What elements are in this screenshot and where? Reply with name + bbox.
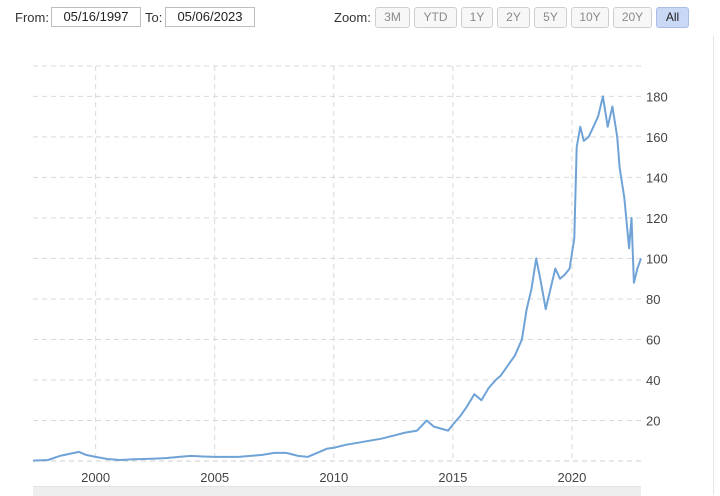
zoom-3m-button[interactable]: 3M <box>375 7 410 28</box>
to-date-input[interactable]: 05/06/2023 <box>165 7 255 27</box>
zoom-10y-button[interactable]: 10Y <box>571 7 609 28</box>
x-tick-label: 2020 <box>557 470 586 485</box>
x-tick-label: 2000 <box>81 470 110 485</box>
zoom-1y-button[interactable]: 1Y <box>461 7 493 28</box>
y-tick-label: 140 <box>646 170 668 185</box>
zoom-2y-button[interactable]: 2Y <box>497 7 530 28</box>
navigator-scrollbar[interactable] <box>33 486 641 496</box>
zoom-label: Zoom: <box>334 10 371 25</box>
y-tick-label: 60 <box>646 332 660 347</box>
zoom-all-button[interactable]: All <box>656 7 689 28</box>
y-tick-label: 40 <box>646 373 660 388</box>
from-date-input[interactable]: 05/16/1997 <box>51 7 141 27</box>
zoom-20y-button[interactable]: 20Y <box>613 7 652 28</box>
axis-labels: 20 40 60 80 100 120 140 160 180 2000 2005 2010 2015 2… <box>81 89 668 485</box>
chart-border <box>713 36 714 495</box>
zoom-5y-button[interactable]: 5Y <box>534 7 567 28</box>
grid-lines <box>33 65 641 462</box>
y-tick-label: 120 <box>646 211 668 226</box>
to-label: To: <box>145 10 163 25</box>
from-label: From: <box>15 10 49 25</box>
y-tick-label: 20 <box>646 413 660 428</box>
series-line-0 <box>32 95 642 462</box>
y-tick-label: 100 <box>646 251 668 266</box>
x-tick-label: 2015 <box>438 470 467 485</box>
x-tick-label: 2005 <box>200 470 229 485</box>
x-tick-label: 2010 <box>319 470 348 485</box>
y-tick-label: 160 <box>646 130 668 145</box>
range-selector-bar: From: 05/16/1997 To: 05/06/2023 Zoom: 3M… <box>0 0 720 36</box>
series-layer <box>32 95 642 462</box>
y-tick-label: 180 <box>646 89 668 104</box>
y-tick-label: 80 <box>646 292 660 307</box>
zoom-ytd-button[interactable]: YTD <box>414 7 457 28</box>
